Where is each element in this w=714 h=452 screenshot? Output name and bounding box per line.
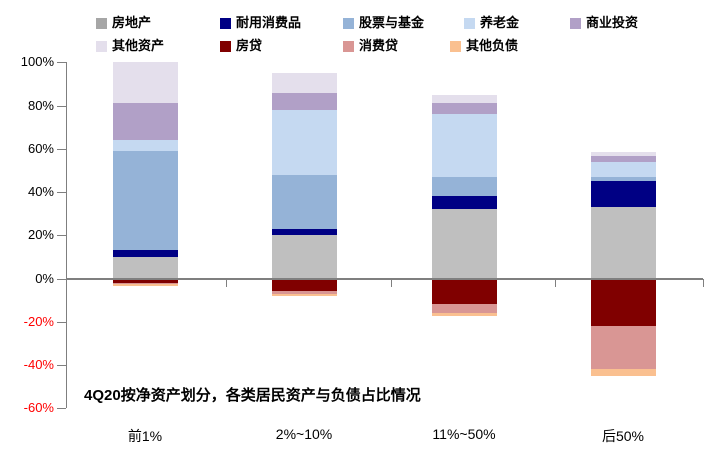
chart-annotation: 4Q20按净资产划分，各类居民资产与负债占比情况	[84, 387, 421, 404]
bar-segment-other-assets	[113, 62, 178, 104]
bar-segment-other-liabilities	[113, 283, 178, 287]
bar-segment-business-investment	[113, 103, 178, 141]
bar-segment-other-assets	[432, 94, 497, 104]
y-axis-label: -60%	[23, 400, 54, 416]
bar-segment-other-liabilities	[272, 293, 337, 296]
legend-swatch-icon	[220, 40, 231, 52]
legend-swatch-icon	[464, 17, 475, 29]
legend-item-label: 股票与基金	[359, 15, 425, 30]
bar-segment-mortgage	[591, 278, 656, 327]
bar-segment-other-liabilities	[591, 369, 656, 376]
y-axis-label: 0%	[35, 270, 54, 286]
bar-segment-pension	[272, 109, 337, 175]
bar-segment-durable-goods	[272, 228, 337, 236]
legend-item-label: 房贷	[236, 38, 263, 53]
bar-segment-durable-goods	[432, 196, 497, 210]
bar-segment-business-investment	[591, 156, 656, 162]
bar-segment-consumer-loans	[113, 282, 178, 284]
bar-segment-stocks-funds	[432, 176, 497, 197]
bar-segment-business-investment	[272, 92, 337, 110]
bar-segment-stocks-funds	[591, 176, 656, 182]
y-axis-tick	[57, 148, 66, 150]
legend-swatch-icon	[96, 17, 107, 29]
bar-segment-pension	[591, 161, 656, 177]
bar-segment-real-estate	[432, 209, 497, 279]
legend-swatch-icon	[220, 17, 231, 29]
y-axis-tick	[57, 235, 66, 237]
bar-segment-real-estate	[113, 256, 178, 279]
bar-segment-consumer-loans	[432, 304, 497, 314]
x-axis-category-label: 2%~10%	[275, 426, 333, 442]
y-axis-label: 20%	[27, 227, 54, 243]
x-axis-zero-line	[66, 277, 703, 280]
y-axis-tick	[57, 364, 66, 366]
y-axis-tick	[57, 408, 66, 410]
y-axis-label: 40%	[27, 184, 54, 200]
legend-item-stocks-funds: 股票与基金	[343, 16, 424, 30]
legend-swatch-icon	[570, 17, 581, 29]
y-axis-tick	[57, 62, 66, 64]
legend-item-label: 商业投资	[586, 15, 639, 30]
y-axis-tick	[57, 192, 66, 194]
bar-segment-other-liabilities	[432, 313, 497, 317]
y-axis-label: 60%	[27, 140, 54, 156]
legend-item-business-investment: 商业投资	[570, 16, 638, 30]
legend-item-label: 养老金	[480, 15, 520, 30]
x-axis-category-label: 11%~50%	[432, 426, 496, 442]
x-axis-category-label: 后50%	[601, 428, 645, 444]
y-axis-label: 100%	[20, 54, 54, 70]
bar-segment-stocks-funds	[272, 174, 337, 229]
legend-item-pension: 养老金	[464, 16, 519, 30]
legend-item-label: 消费贷	[359, 38, 399, 53]
x-axis-category-label: 前1%	[127, 428, 163, 444]
y-axis-label: -40%	[23, 356, 54, 372]
legend-swatch-icon	[450, 40, 461, 52]
bar-segment-pension	[113, 140, 178, 151]
legend-item-label: 其他资产	[112, 38, 165, 53]
category-separator-tick	[703, 278, 704, 287]
legend-swatch-icon	[96, 40, 107, 52]
bar-segment-consumer-loans	[591, 326, 656, 370]
y-axis-tick	[57, 321, 66, 323]
category-separator-tick	[391, 278, 392, 287]
bar-segment-durable-goods	[591, 181, 656, 208]
legend-item-label: 房地产	[112, 15, 152, 30]
legend-item-label: 耐用消费品	[236, 15, 302, 30]
legend-swatch-icon	[343, 40, 354, 52]
legend-item-other-liabilities: 其他负债	[450, 39, 518, 53]
bar-segment-real-estate	[591, 207, 656, 279]
bar-segment-real-estate	[272, 235, 337, 279]
category-separator-tick	[555, 278, 556, 287]
bar-segment-consumer-loans	[272, 291, 337, 294]
category-separator-tick	[226, 278, 227, 287]
bar-segment-durable-goods	[113, 250, 178, 257]
legend-item-label: 其他负债	[466, 38, 519, 53]
legend-item-consumer-loans: 消费贷	[343, 39, 398, 53]
legend-item-real-estate: 房地产	[96, 16, 151, 30]
y-axis-label: -20%	[23, 313, 54, 329]
y-axis-tick	[57, 105, 66, 107]
bar-segment-other-assets	[272, 73, 337, 93]
y-axis-tick	[57, 278, 66, 280]
legend-item-durable-goods: 耐用消费品	[220, 16, 301, 30]
bar-segment-mortgage	[272, 278, 337, 292]
bar-segment-pension	[432, 114, 497, 177]
y-axis-line	[66, 62, 67, 409]
legend-item-other-assets: 其他资产	[96, 39, 164, 53]
bar-segment-business-investment	[432, 103, 497, 115]
bar-segment-stocks-funds	[113, 151, 178, 251]
bar-segment-other-assets	[591, 152, 656, 157]
legend-swatch-icon	[343, 17, 354, 29]
bar-segment-mortgage	[113, 278, 178, 283]
bar-segment-mortgage	[432, 278, 497, 305]
y-axis-label: 80%	[27, 97, 54, 113]
legend-item-mortgage: 房贷	[220, 39, 262, 53]
